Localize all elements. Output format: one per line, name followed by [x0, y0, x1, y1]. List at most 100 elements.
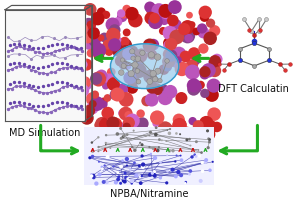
Point — [200, 27, 205, 30]
Point — [122, 40, 127, 43]
Point — [90, 106, 95, 110]
Point — [178, 154, 183, 157]
Point — [95, 78, 100, 81]
Point — [12, 81, 17, 84]
Point — [10, 87, 14, 90]
Point — [60, 67, 65, 70]
Point — [174, 23, 179, 26]
Point — [200, 161, 205, 164]
Point — [108, 146, 113, 150]
Point — [174, 35, 179, 39]
Point — [170, 168, 175, 171]
Point — [87, 109, 92, 112]
Point — [89, 174, 94, 178]
Point — [94, 182, 99, 185]
Point — [203, 161, 208, 164]
Point — [137, 69, 142, 72]
Point — [113, 93, 118, 96]
Point — [63, 36, 68, 39]
Point — [133, 63, 138, 66]
Point — [130, 179, 135, 183]
Point — [72, 85, 77, 88]
Point — [141, 163, 146, 166]
Point — [151, 43, 156, 46]
Point — [17, 64, 22, 67]
Point — [182, 27, 187, 31]
Point — [167, 41, 172, 45]
Point — [155, 88, 159, 91]
Point — [7, 101, 12, 105]
Point — [82, 81, 87, 84]
Point — [76, 66, 81, 69]
Point — [55, 61, 60, 65]
Point — [126, 52, 131, 55]
Point — [130, 86, 135, 90]
Point — [140, 154, 144, 158]
Point — [247, 28, 252, 31]
Point — [85, 116, 89, 120]
Point — [124, 7, 129, 11]
Point — [237, 59, 242, 62]
Point — [199, 129, 204, 133]
Point — [206, 69, 210, 72]
Point — [192, 153, 197, 156]
Point — [171, 149, 176, 152]
Point — [76, 106, 81, 110]
Point — [33, 50, 38, 53]
Point — [96, 49, 101, 52]
Point — [119, 12, 123, 15]
Point — [174, 132, 179, 135]
Point — [198, 83, 203, 87]
Point — [95, 17, 100, 20]
Point — [105, 109, 109, 112]
Point — [107, 50, 112, 53]
Point — [120, 15, 125, 19]
Point — [193, 155, 198, 158]
Point — [207, 141, 212, 144]
Point — [119, 71, 124, 74]
Point — [121, 98, 126, 101]
Point — [115, 93, 120, 96]
Point — [105, 43, 110, 46]
Point — [159, 139, 164, 142]
Point — [178, 133, 182, 136]
Point — [107, 130, 112, 133]
Point — [150, 53, 154, 56]
Point — [149, 17, 153, 20]
Point — [113, 123, 118, 126]
Point — [37, 110, 42, 113]
Point — [155, 55, 160, 59]
Point — [151, 147, 156, 150]
Point — [147, 44, 152, 47]
Point — [278, 63, 283, 66]
Point — [167, 149, 172, 152]
Point — [86, 43, 91, 46]
Point — [148, 75, 152, 78]
Point — [153, 78, 158, 81]
Point — [237, 47, 242, 50]
Point — [252, 39, 257, 42]
Point — [31, 85, 36, 88]
Point — [101, 103, 106, 106]
Point — [96, 145, 101, 149]
Bar — [5, 10, 85, 121]
Point — [203, 70, 208, 73]
Point — [53, 50, 57, 53]
Point — [57, 49, 61, 52]
Point — [267, 59, 272, 62]
Point — [173, 60, 178, 64]
Point — [168, 127, 173, 131]
Point — [129, 122, 133, 126]
Point — [90, 97, 95, 100]
Point — [17, 85, 22, 88]
Point — [154, 130, 159, 133]
Point — [105, 96, 110, 100]
Point — [156, 133, 161, 136]
Point — [142, 133, 147, 136]
Point — [86, 23, 91, 27]
Point — [102, 36, 107, 39]
Point — [213, 60, 217, 63]
Point — [6, 68, 10, 72]
Point — [190, 23, 194, 26]
Point — [29, 87, 34, 90]
